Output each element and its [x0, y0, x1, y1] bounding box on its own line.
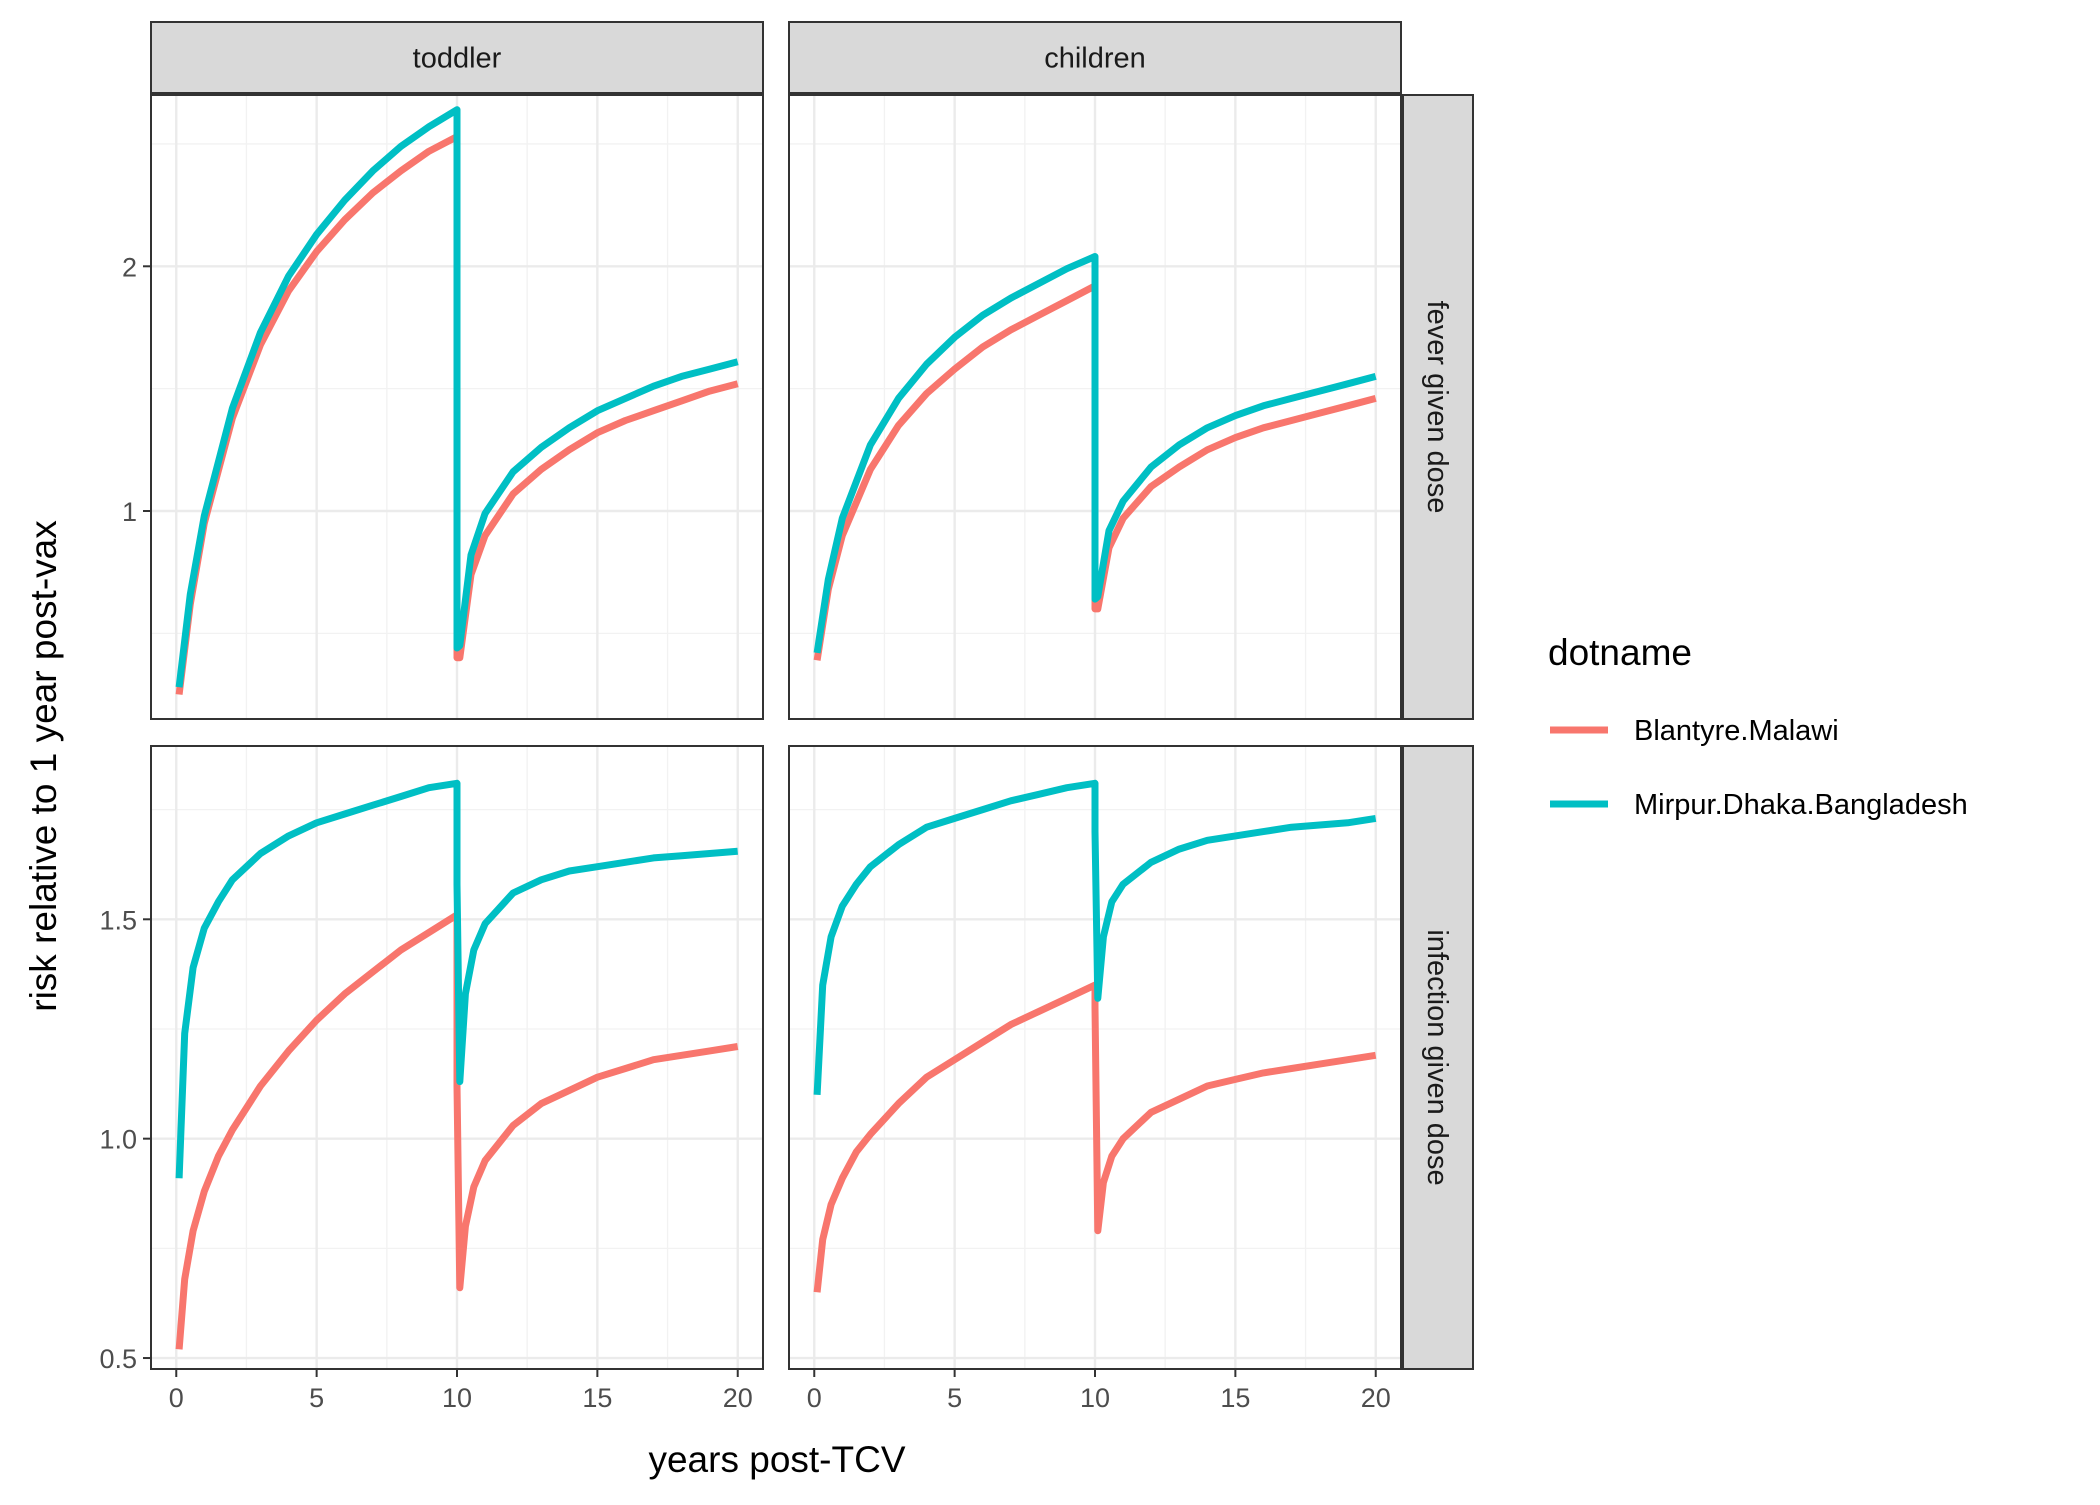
x-tick-label: 15	[582, 1383, 612, 1413]
y-tick-label: 1	[122, 497, 137, 527]
legend-item: Mirpur.Dhaka.Bangladesh	[1550, 789, 1968, 821]
panel-children-infection	[788, 745, 1402, 1370]
x-tick-label: 5	[947, 1383, 962, 1413]
x-tick-label: 15	[1220, 1383, 1250, 1413]
legend-title: dotname	[1548, 632, 1692, 673]
series-line-blantyre-malawi	[175, 133, 739, 695]
legend-item: Blantyre.Malawi	[1550, 715, 1839, 747]
strip-background	[150, 21, 764, 94]
strip-toddler: toddler	[150, 21, 764, 94]
y-tick-label: 1.5	[99, 905, 137, 935]
x-tick-label: 0	[807, 1383, 822, 1413]
series-line-blantyre-malawi	[813, 282, 1377, 661]
series-line-mirpur-dhaka-bangladesh	[175, 779, 738, 1179]
series-line-mirpur-dhaka-bangladesh	[813, 253, 1377, 654]
series-line-mirpur-dhaka-bangladesh	[175, 106, 739, 688]
x-tick-label: 10	[1080, 1383, 1110, 1413]
panel-children-fever	[788, 94, 1402, 720]
x-tick-label: 10	[442, 1383, 472, 1413]
x-axis-title: years post-TCV	[648, 1439, 905, 1480]
x-tick-label: 5	[309, 1383, 324, 1413]
strip-fever-given-dose: fever given dose	[1402, 94, 1474, 720]
legend-label: Mirpur.Dhaka.Bangladesh	[1634, 789, 1968, 821]
strip-background	[1402, 94, 1474, 720]
x-tick-label: 0	[169, 1383, 184, 1413]
legend: dotname Blantyre.Malawi Mirpur.Dhaka.Bang…	[1548, 632, 1968, 821]
strip-label: infection given dose	[1421, 929, 1453, 1185]
y-tick-label: 0.5	[99, 1344, 137, 1374]
x-tick-label: 20	[1361, 1383, 1391, 1413]
y-axis-title: risk relative to 1 year post-vax	[23, 520, 64, 1012]
strip-label: children	[1044, 43, 1146, 75]
y-tick-label: 1.0	[99, 1125, 137, 1155]
panel-border	[788, 94, 1402, 720]
strip-background	[788, 21, 1402, 94]
panel-border	[150, 94, 764, 720]
series-line-mirpur-dhaka-bangladesh	[813, 779, 1377, 1095]
strip-infection-given-dose: infection given dose	[1402, 745, 1474, 1370]
strip-children: children	[788, 21, 1402, 94]
strip-label: fever given dose	[1421, 301, 1453, 514]
x-tick-label: 20	[723, 1383, 753, 1413]
strip-label: toddler	[413, 43, 502, 75]
y-tick-label: 2	[122, 252, 137, 282]
legend-label: Blantyre.Malawi	[1634, 715, 1839, 747]
panel-toddler-fever	[150, 94, 764, 720]
panel-toddler-infection	[150, 745, 764, 1370]
strip-background	[1402, 745, 1474, 1370]
